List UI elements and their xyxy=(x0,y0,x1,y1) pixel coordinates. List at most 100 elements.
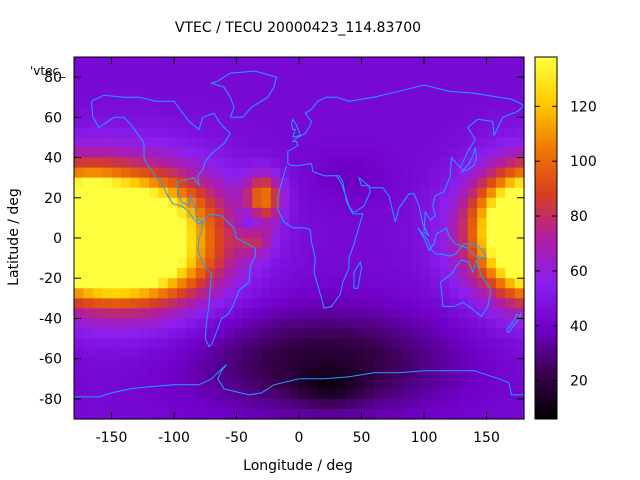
heatmap-cell xyxy=(261,248,272,259)
heatmap-cell xyxy=(345,107,356,118)
heatmap-cell xyxy=(111,248,122,259)
heatmap-cell xyxy=(514,97,525,108)
heatmap-cell xyxy=(374,87,384,98)
heatmap-cell xyxy=(167,167,178,179)
heatmap-cell xyxy=(92,288,103,299)
heatmap-cell xyxy=(467,87,478,98)
heatmap-cell xyxy=(242,378,253,390)
heatmap-cell xyxy=(92,207,103,219)
heatmap-cell xyxy=(158,338,169,350)
heatmap-cell xyxy=(495,187,506,199)
heatmap-cell xyxy=(458,248,469,259)
heatmap-cell xyxy=(102,187,113,199)
heatmap-cell xyxy=(308,57,319,68)
heatmap-cell xyxy=(270,177,281,189)
heatmap-cell xyxy=(233,268,244,279)
heatmap-cell xyxy=(214,408,225,420)
heatmap-cell xyxy=(514,338,525,350)
heatmap-cell xyxy=(120,127,131,139)
heatmap-cell xyxy=(327,358,338,370)
heatmap-cell xyxy=(486,157,497,169)
heatmap-cell xyxy=(439,67,450,78)
heatmap-cell xyxy=(205,227,216,239)
heatmap-cell xyxy=(74,338,84,350)
heatmap-cell xyxy=(130,248,141,259)
heatmap-cell xyxy=(336,217,347,229)
heatmap-cell xyxy=(289,348,300,360)
heatmap-cell xyxy=(327,217,338,229)
heatmap-cell xyxy=(411,348,422,360)
heatmap-cell xyxy=(233,227,244,239)
heatmap-cell xyxy=(261,318,272,330)
heatmap-cell xyxy=(195,358,206,370)
heatmap-cell xyxy=(514,187,525,199)
heatmap-cell xyxy=(205,398,216,410)
heatmap-cell xyxy=(214,328,225,340)
heatmap-cell xyxy=(486,348,497,360)
heatmap-cell xyxy=(383,157,394,169)
heatmap-cell xyxy=(467,308,478,320)
heatmap-cell xyxy=(392,167,403,179)
heatmap-cell xyxy=(102,348,113,360)
heatmap-cell xyxy=(149,298,159,309)
heatmap-cell xyxy=(449,167,459,179)
heatmap-cell xyxy=(289,207,300,219)
heatmap-cell xyxy=(214,378,225,390)
heatmap-cell xyxy=(308,157,319,169)
x-axis-label: Longitude / deg xyxy=(243,458,353,474)
heatmap-cell xyxy=(486,77,497,88)
heatmap-cell xyxy=(102,288,113,299)
heatmap-cell xyxy=(514,258,525,269)
heatmap-cell xyxy=(280,318,291,330)
heatmap-cell xyxy=(289,388,300,400)
heatmap-cell xyxy=(345,368,356,380)
heatmap-cell xyxy=(224,328,234,340)
heatmap-cell xyxy=(92,187,103,199)
heatmap-cell xyxy=(83,227,94,239)
heatmap-cell xyxy=(205,217,216,229)
heatmap-cell xyxy=(439,147,450,159)
heatmap-cell xyxy=(355,207,366,219)
heatmap-cell xyxy=(167,187,178,199)
heatmap-cell xyxy=(120,268,131,279)
heatmap-cell xyxy=(299,248,309,259)
heatmap-cell xyxy=(83,177,94,189)
heatmap-cell xyxy=(205,147,216,159)
heatmap-cell xyxy=(270,358,281,370)
heatmap-cell xyxy=(327,408,338,420)
heatmap-cell xyxy=(102,67,113,78)
y-tick-label: 0 xyxy=(53,231,62,247)
heatmap-cell xyxy=(374,227,384,239)
heatmap-cell xyxy=(111,167,122,179)
heatmap-cell xyxy=(177,398,188,410)
heatmap-cell xyxy=(467,278,478,289)
heatmap-cell xyxy=(383,268,394,279)
heatmap-cell xyxy=(139,318,150,330)
heatmap-cell xyxy=(149,278,159,289)
heatmap-cell xyxy=(336,278,347,289)
heatmap-cell xyxy=(74,97,84,108)
heatmap-cell xyxy=(449,57,459,68)
heatmap-cell xyxy=(158,248,169,259)
heatmap-cell xyxy=(402,157,413,169)
heatmap-cell xyxy=(158,278,169,289)
heatmap-cell xyxy=(242,207,253,219)
heatmap-cell xyxy=(270,207,281,219)
heatmap-cell xyxy=(177,298,188,309)
heatmap-cell xyxy=(233,288,244,299)
heatmap-cell xyxy=(495,227,506,239)
heatmap-cell xyxy=(383,398,394,410)
heatmap-cell xyxy=(261,238,272,249)
heatmap-cell xyxy=(299,137,309,149)
heatmap-cell xyxy=(392,368,403,380)
heatmap-cell xyxy=(345,57,356,68)
heatmap-cell xyxy=(458,107,469,118)
heatmap-cell xyxy=(345,77,356,88)
heatmap-cell xyxy=(495,408,506,420)
heatmap-cell xyxy=(177,197,188,209)
heatmap-cell xyxy=(289,328,300,340)
heatmap-cell xyxy=(327,137,338,149)
heatmap-cell xyxy=(514,167,525,179)
heatmap-cell xyxy=(167,378,178,390)
heatmap-cell xyxy=(458,67,469,78)
